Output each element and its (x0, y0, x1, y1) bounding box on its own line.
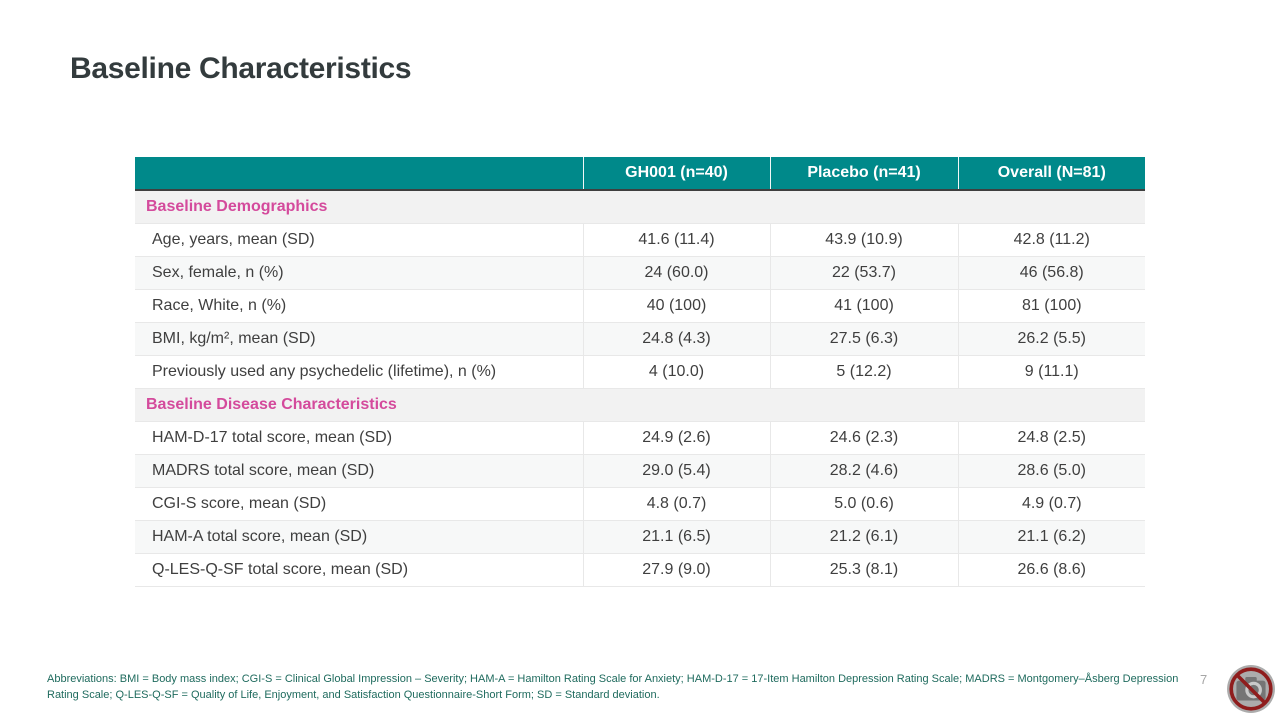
row-label: Age, years, mean (SD) (135, 223, 583, 257)
row-label: MADRS total score, mean (SD) (135, 454, 583, 488)
table-row: HAM-D-17 total score, mean (SD) 24.9 (2.6… (135, 421, 1145, 455)
cell-value: 26.2 (5.5) (957, 322, 1145, 356)
table-row: HAM-A total score, mean (SD) 21.1 (6.5) 21… (135, 520, 1145, 554)
cell-value: 4.9 (0.7) (957, 487, 1145, 521)
cell-value: 29.0 (5.4) (582, 454, 770, 488)
cell-value: 24.6 (2.3) (769, 421, 958, 455)
cell-value: 27.9 (9.0) (582, 553, 770, 587)
column-header-gh001: GH001 (n=40) (582, 157, 770, 191)
table-row: CGI-S score, mean (SD) 4.8 (0.7) 5.0 (0.6)… (135, 487, 1145, 521)
cell-value: 46 (56.8) (957, 256, 1145, 290)
table-row: BMI, kg/m², mean (SD) 24.8 (4.3) 27.5 (6.3… (135, 322, 1145, 356)
row-label: Q-LES-Q-SF total score, mean (SD) (135, 553, 583, 587)
cell-value: 42.8 (11.2) (957, 223, 1145, 257)
cell-value: 21.1 (6.5) (582, 520, 770, 554)
cell-value: 5.0 (0.6) (769, 487, 958, 521)
baseline-characteristics-table: GH001 (n=40) Placebo (n=41) Overall (N=8… (135, 157, 1145, 587)
column-header-empty (135, 157, 583, 191)
table-row: Race, White, n (%) 40 (100) 41 (100) 81 (10… (135, 289, 1145, 323)
row-label: HAM-D-17 total score, mean (SD) (135, 421, 583, 455)
row-label: HAM-A total score, mean (SD) (135, 520, 583, 554)
cell-value: 40 (100) (582, 289, 770, 323)
column-header-overall: Overall (N=81) (957, 157, 1145, 191)
cell-value: 24 (60.0) (582, 256, 770, 290)
cell-value: 24.9 (2.6) (582, 421, 770, 455)
abbreviations-footnote: Abbreviations: BMI = Body mass index; CG… (47, 673, 1179, 701)
table-row: Previously used any psychedelic (lifetim… (135, 355, 1145, 389)
cell-value: 5 (12.2) (769, 355, 958, 389)
column-header-placebo: Placebo (n=41) (769, 157, 958, 191)
cell-value: 4.8 (0.7) (582, 487, 770, 521)
table-row: Age, years, mean (SD) 41.6 (11.4) 43.9 (10… (135, 223, 1145, 257)
section-header-label: Baseline Demographics (135, 190, 1145, 224)
cell-value: 81 (100) (957, 289, 1145, 323)
table-row: MADRS total score, mean (SD) 29.0 (5.4) 28… (135, 454, 1145, 488)
cell-value: 41.6 (11.4) (582, 223, 770, 257)
table-body: Baseline Demographics Age, years, mean (S… (135, 190, 1145, 587)
no-camera-icon (1226, 664, 1276, 714)
cell-value: 28.6 (5.0) (957, 454, 1145, 488)
cell-value: 9 (11.1) (957, 355, 1145, 389)
cell-value: 28.2 (4.6) (769, 454, 958, 488)
cell-value: 43.9 (10.9) (769, 223, 958, 257)
row-label: BMI, kg/m², mean (SD) (135, 322, 583, 356)
cell-value: 25.3 (8.1) (769, 553, 958, 587)
table-row: Q-LES-Q-SF total score, mean (SD) 27.9 (9… (135, 553, 1145, 587)
cell-value: 4 (10.0) (582, 355, 770, 389)
cell-value: 41 (100) (769, 289, 958, 323)
cell-value: 24.8 (2.5) (957, 421, 1145, 455)
cell-value: 21.1 (6.2) (957, 520, 1145, 554)
cell-value: 26.6 (8.6) (957, 553, 1145, 587)
row-label: CGI-S score, mean (SD) (135, 487, 583, 521)
section-header-row: Baseline Disease Characteristics (135, 388, 1145, 422)
page-title: Baseline Characteristics (70, 52, 412, 85)
row-label: Race, White, n (%) (135, 289, 583, 323)
section-header-row: Baseline Demographics (135, 190, 1145, 224)
row-label: Sex, female, n (%) (135, 256, 583, 290)
cell-value: 21.2 (6.1) (769, 520, 958, 554)
page-number: 7 (1200, 672, 1208, 687)
table-header-row: GH001 (n=40) Placebo (n=41) Overall (N=8… (135, 157, 1145, 191)
cell-value: 22 (53.7) (769, 256, 958, 290)
section-header-label: Baseline Disease Characteristics (135, 388, 1145, 422)
table-row: Sex, female, n (%) 24 (60.0) 22 (53.7) 46 (… (135, 256, 1145, 290)
cell-value: 24.8 (4.3) (582, 322, 770, 356)
cell-value: 27.5 (6.3) (769, 322, 958, 356)
row-label: Previously used any psychedelic (lifetim… (135, 355, 583, 389)
